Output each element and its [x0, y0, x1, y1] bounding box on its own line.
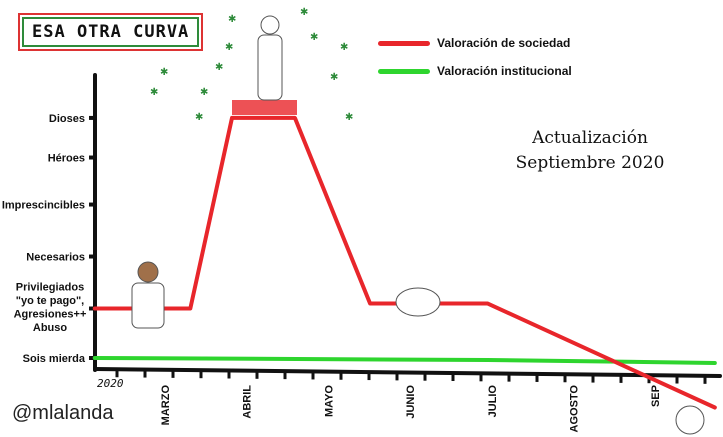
y-tick-label: Abuso: [33, 322, 68, 334]
hero-figure-body: [257, 34, 283, 101]
pedestal-figure: [232, 100, 297, 115]
x-tick-label: MARZO: [160, 385, 172, 426]
update-annotation: Actualización Septiembre 2020: [490, 126, 690, 176]
sparkle-icon: ✱: [310, 32, 318, 43]
y-tick-label: Agresiones++: [14, 309, 87, 321]
y-tick-label: "yo te pago",: [16, 295, 85, 307]
collapsed-figure: [395, 287, 441, 317]
sparkle-icon: ✱: [340, 42, 348, 53]
sparkle-icon: ✱: [345, 112, 353, 123]
chart-title: ESA OTRA CURVA: [17, 13, 204, 51]
sparkle-icon: ✱: [160, 67, 168, 78]
sparkle-icon: ✱: [225, 42, 233, 53]
y-tick-label: Privilegiados: [16, 282, 84, 294]
sitting-figure-head: [137, 261, 159, 283]
sparkle-icon: ✱: [200, 87, 208, 98]
y-tick-label: Imprescincibles: [2, 200, 85, 212]
series-line-sociedad: [92, 115, 717, 410]
y-tick-label: Necesarios: [26, 252, 85, 264]
legend-item-sociedad: Valoración de sociedad: [378, 36, 570, 50]
falling-figure: [675, 405, 705, 435]
legend-swatch-green: [378, 68, 430, 74]
y-tick-label: Sois mierda: [23, 353, 86, 365]
y-tick-label: Héroes: [48, 153, 85, 165]
hero-figure-head: [260, 15, 280, 35]
sparkle-icon: ✱: [300, 7, 308, 18]
sparkle-icon: ✱: [150, 87, 158, 98]
legend-item-institucional: Valoración institucional: [378, 64, 572, 78]
x-axis: [93, 367, 722, 378]
x-tick-label: SEP: [650, 385, 662, 407]
legend-label: Valoración de sociedad: [437, 36, 571, 50]
sitting-figure-body: [131, 282, 165, 329]
series-line-institucional: [92, 356, 717, 365]
x-tick-label: ABRIL: [242, 385, 254, 419]
legend-swatch-red: [378, 40, 430, 46]
y-tick-label: Dioses: [49, 113, 85, 125]
update-line-1: Actualización: [532, 128, 648, 148]
year-label: 2020: [97, 377, 124, 390]
update-line-2: Septiembre 2020: [515, 153, 665, 173]
legend-label: Valoración institucional: [437, 64, 572, 78]
x-tick-label: JUNIO: [405, 385, 417, 419]
sparkle-icon: ✱: [195, 112, 203, 123]
sparkle-icon: ✱: [330, 72, 338, 83]
x-tick-label: AGOSTO: [569, 385, 581, 433]
sparkle-icon: ✱: [215, 62, 223, 73]
sparkle-icon: ✱: [228, 14, 236, 25]
author-handle: @mlalanda: [12, 402, 114, 424]
x-tick-label: MAYO: [323, 385, 335, 417]
x-tick-label: JULIO: [487, 385, 499, 418]
